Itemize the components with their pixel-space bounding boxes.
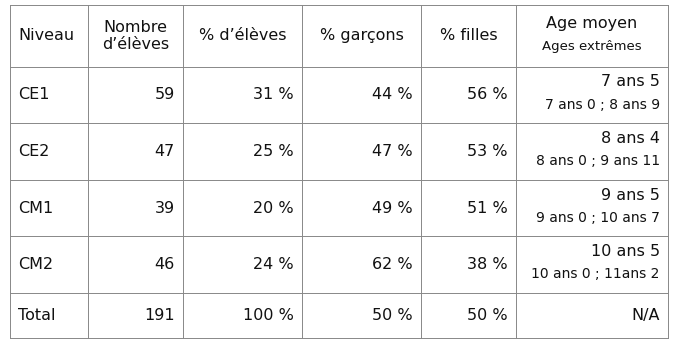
Text: 10 ans 0 ; 11ans 2: 10 ans 0 ; 11ans 2 — [532, 267, 660, 281]
Text: CE2: CE2 — [18, 144, 49, 159]
Text: 50 %: 50 % — [467, 308, 508, 323]
Text: 9 ans 0 ; 10 ans 7: 9 ans 0 ; 10 ans 7 — [536, 211, 660, 225]
Text: 39: 39 — [155, 201, 175, 216]
Text: 7 ans 0 ; 8 ans 9: 7 ans 0 ; 8 ans 9 — [544, 98, 660, 111]
Text: 50 %: 50 % — [372, 308, 413, 323]
Text: Niveau: Niveau — [18, 28, 75, 44]
Text: 51 %: 51 % — [467, 201, 508, 216]
Text: 25 %: 25 % — [254, 144, 294, 159]
Text: 8 ans 0 ; 9 ans 11: 8 ans 0 ; 9 ans 11 — [536, 154, 660, 168]
Text: 24 %: 24 % — [254, 257, 294, 272]
Text: 44 %: 44 % — [372, 87, 413, 103]
Text: 31 %: 31 % — [254, 87, 294, 103]
Text: 8 ans 4: 8 ans 4 — [601, 131, 660, 146]
Text: Nombre
d’élèves: Nombre d’élèves — [102, 20, 169, 52]
Text: 10 ans 5: 10 ans 5 — [591, 244, 660, 259]
Text: 46: 46 — [155, 257, 175, 272]
Text: 7 ans 5: 7 ans 5 — [601, 74, 660, 90]
Text: Ages extrêmes: Ages extrêmes — [542, 40, 641, 54]
Text: 191: 191 — [144, 308, 175, 323]
Text: % filles: % filles — [439, 28, 497, 44]
Text: Total: Total — [18, 308, 56, 323]
Text: CM2: CM2 — [18, 257, 54, 272]
Text: Age moyen: Age moyen — [546, 16, 637, 31]
Text: CE1: CE1 — [18, 87, 49, 103]
Text: 9 ans 5: 9 ans 5 — [601, 188, 660, 203]
Text: 56 %: 56 % — [467, 87, 508, 103]
Text: 100 %: 100 % — [243, 308, 294, 323]
Text: 49 %: 49 % — [372, 201, 413, 216]
Text: 59: 59 — [155, 87, 175, 103]
Text: 62 %: 62 % — [372, 257, 413, 272]
Text: 38 %: 38 % — [467, 257, 508, 272]
Text: 20 %: 20 % — [254, 201, 294, 216]
Text: % d’élèves: % d’élèves — [199, 28, 286, 44]
Text: 53 %: 53 % — [467, 144, 508, 159]
Text: CM1: CM1 — [18, 201, 54, 216]
Text: N/A: N/A — [631, 308, 660, 323]
Text: 47 %: 47 % — [372, 144, 413, 159]
Text: 47: 47 — [155, 144, 175, 159]
Text: % garçons: % garçons — [319, 28, 403, 44]
